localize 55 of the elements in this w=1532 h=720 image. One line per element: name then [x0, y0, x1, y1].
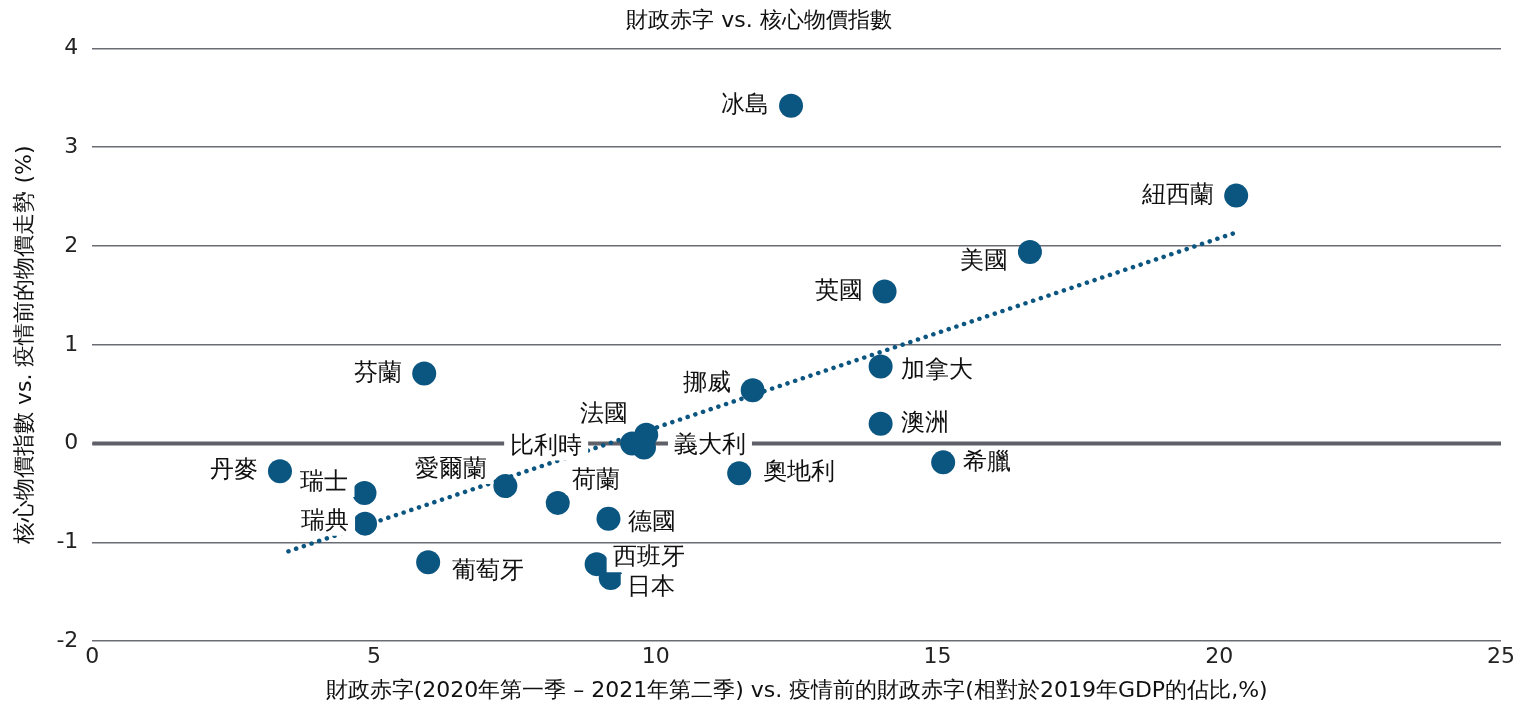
point	[412, 361, 437, 386]
annotation: 挪威	[682, 368, 731, 397]
y-axis-title: 核心物價指數 vs. 疫情前的物價走勢 (%)	[10, 145, 36, 546]
point	[416, 550, 441, 575]
point	[596, 506, 621, 531]
point	[868, 411, 893, 436]
annotation: 英國	[814, 275, 863, 304]
x-tick-label: 20	[1205, 643, 1234, 669]
point	[493, 474, 518, 499]
y-tick-label: 4	[64, 34, 79, 60]
y-tick-label: 3	[64, 132, 79, 158]
annotation: 丹麥	[209, 455, 258, 484]
chart-title: 財政赤字 vs. 核心物價指數	[626, 6, 892, 32]
point	[727, 461, 752, 486]
point	[1224, 183, 1249, 208]
annotation: 冰島	[721, 89, 770, 118]
annotation: 瑞士	[300, 467, 349, 496]
point	[545, 490, 570, 515]
x-tick-label: 0	[85, 643, 100, 669]
y-tick-label: -2	[56, 626, 79, 652]
annotation: 比利時	[510, 430, 583, 459]
annotation: 澳洲	[900, 408, 949, 437]
point	[740, 378, 765, 403]
annotation: 義大利	[673, 429, 746, 458]
x-axis-title: 財政赤字(2020年第一季 – 2021年第二季) vs. 疫情前的財政赤字(相對於2019年GDP的佔比,%)	[325, 676, 1268, 702]
annotation: 美國	[959, 246, 1008, 275]
annotation: 芬蘭	[354, 357, 403, 386]
annotation: 葡萄牙	[452, 556, 525, 585]
x-tick-label: 5	[367, 643, 382, 669]
point	[872, 279, 897, 304]
annotation: 瑞典	[301, 505, 350, 534]
point	[267, 459, 292, 484]
point	[352, 481, 377, 505]
annotation: 荷蘭	[571, 465, 620, 494]
annotation: 加拿大	[900, 354, 973, 383]
y-tick-label: -1	[56, 528, 79, 554]
y-tick-label: 2	[64, 231, 79, 257]
annotation: 希臘	[963, 446, 1012, 475]
annotation: 紐西蘭	[1141, 179, 1215, 208]
x-tick-label: 10	[641, 643, 670, 669]
x-tick-label: 15	[923, 643, 952, 669]
annotation: 奧地利	[763, 457, 836, 486]
point	[779, 93, 804, 118]
annotation: 西班牙	[612, 542, 685, 571]
y-tick-label: 1	[64, 330, 79, 356]
annotation: 愛爾蘭	[415, 454, 488, 483]
point	[931, 450, 956, 475]
x-tick-label: 25	[1487, 643, 1515, 669]
point	[868, 354, 893, 379]
annotation: 德國	[628, 506, 677, 535]
annotation: 日本	[626, 572, 675, 601]
y-tick-label: 0	[64, 429, 79, 455]
annotation: 法國	[580, 398, 629, 427]
point	[353, 511, 378, 536]
point	[1017, 239, 1042, 264]
